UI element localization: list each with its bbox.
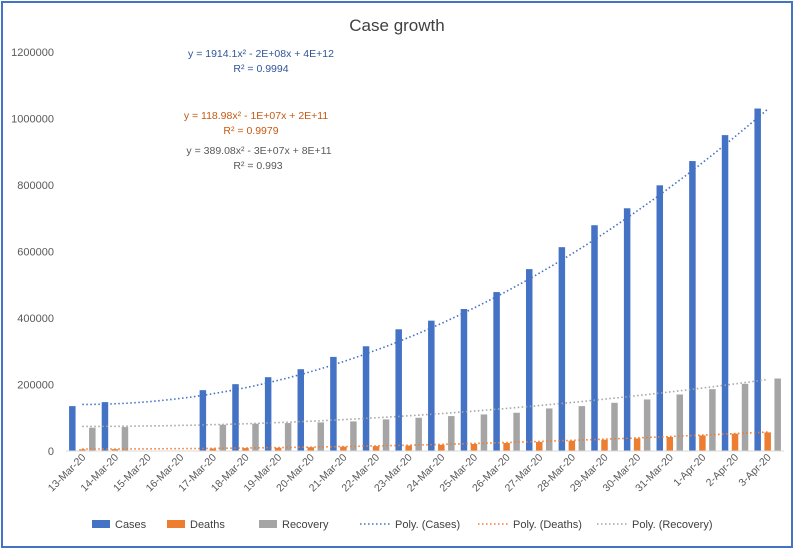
bar-deaths (731, 433, 739, 451)
bar-cases (689, 161, 696, 451)
bar-cases (656, 185, 664, 451)
bar-recovery (480, 414, 488, 451)
bar-deaths (666, 437, 674, 451)
bar-deaths (79, 449, 86, 451)
bar-deaths (111, 449, 119, 451)
trendlines (82, 108, 769, 450)
bar-cases (395, 329, 402, 451)
y-tick-label: 800000 (17, 180, 54, 192)
bar-cases (754, 108, 761, 452)
bar-deaths (535, 441, 543, 451)
bar-recovery (284, 423, 292, 451)
bar-deaths (699, 435, 706, 451)
bar-recovery (741, 383, 749, 451)
bar-deaths (633, 438, 641, 451)
recovery-trend-r2: R² = 0.993 (233, 160, 282, 172)
legend-swatch-recovery (259, 520, 277, 528)
deaths-trend-r2: R² = 0.9979 (223, 125, 278, 137)
bar-deaths (340, 446, 347, 451)
trendline-equations: y = 1914.1x² - 2E+08x + 4E+12 R² = 0.999… (184, 48, 334, 172)
legend-label-trend-2: Poly. (Recovery) (632, 519, 712, 531)
legend: Cases Deaths Recovery Poly. (Cases) Poly. (D… (92, 519, 712, 531)
bar-deaths (601, 439, 608, 451)
y-tick-label: 1200000 (11, 47, 54, 59)
trendline-recovery (82, 378, 768, 428)
y-tick-label: 200000 (17, 380, 54, 392)
bar-deaths (405, 445, 412, 451)
y-tick-label: 400000 (17, 313, 54, 325)
bar-deaths (568, 440, 576, 451)
bar-recovery (611, 402, 618, 451)
recovery-trend-equation: y = 389.08x² - 3E+07x + 8E+11 (186, 145, 331, 157)
bar-recovery (709, 389, 716, 451)
bar-recovery (252, 423, 259, 451)
bar-deaths (242, 448, 249, 451)
bar-cases (591, 225, 598, 451)
legend-label-cases: Cases (115, 519, 147, 531)
bar-cases (460, 309, 468, 451)
bar-deaths (470, 443, 478, 451)
bar-recovery (121, 427, 129, 451)
bar-recovery (448, 416, 455, 451)
bar-recovery (415, 417, 422, 451)
bar-recovery (578, 406, 586, 451)
trendline-cases (82, 108, 769, 406)
bar-recovery (774, 378, 781, 451)
x-axis: 13-Mar-2014-Mar-2015-Mar-2016-Mar-2017-M… (46, 452, 774, 495)
bar-cases (232, 384, 239, 451)
cases-trend-r2: R² = 0.9994 (233, 63, 288, 75)
bar-cases (330, 356, 337, 451)
y-tick-label: 600000 (17, 247, 54, 259)
bar-cases (493, 292, 500, 451)
legend-label-recovery: Recovery (282, 519, 329, 531)
bar-recovery (676, 394, 684, 451)
legend-swatch-cases (92, 520, 110, 528)
bar-recovery (317, 422, 325, 451)
bar-cases (101, 402, 109, 451)
legend-swatch-deaths (167, 520, 185, 528)
bars (69, 108, 781, 452)
bar-cases (199, 390, 207, 451)
bar-recovery (382, 419, 390, 451)
bar-cases (558, 247, 566, 451)
bar-deaths (503, 442, 510, 451)
chart-title: Case growth (349, 16, 444, 35)
legend-label-trend-1: Poly. (Deaths) (513, 519, 582, 531)
bar-deaths (307, 447, 315, 451)
bar-deaths (372, 446, 380, 451)
bar-recovery (643, 399, 651, 451)
bar-cases (623, 208, 631, 451)
y-tick-label: 1000000 (11, 114, 54, 126)
bar-cases (525, 269, 533, 451)
bar-deaths (209, 448, 217, 451)
bar-recovery (89, 427, 96, 451)
x-tick-label: 3-Apr-20 (736, 452, 773, 489)
trendline-deaths (82, 431, 768, 450)
bar-cases (362, 346, 370, 451)
bar-cases (428, 320, 435, 451)
bar-deaths (438, 444, 445, 451)
bar-recovery (545, 408, 553, 451)
legend-label-deaths: Deaths (190, 519, 225, 531)
cases-trend-equation: y = 1914.1x² - 2E+08x + 4E+12 (188, 48, 334, 60)
bar-cases (69, 406, 76, 451)
bar-recovery (350, 421, 357, 451)
x-tick-label: 1-Apr-20 (671, 452, 708, 489)
bar-deaths (764, 432, 771, 451)
legend-label-trend-0: Poly. (Cases) (395, 519, 460, 531)
bar-cases (721, 135, 729, 451)
bar-recovery (219, 424, 227, 451)
bar-cases (297, 369, 305, 451)
bar-deaths (274, 447, 282, 451)
bar-cases (264, 377, 272, 451)
deaths-trend-equation: y = 118.98x² - 1E+07x + 2E+11 (184, 110, 329, 122)
bar-recovery (513, 412, 520, 451)
x-tick-label: 2-Apr-20 (704, 452, 741, 489)
y-tick-label: 0 (48, 446, 54, 458)
y-axis: 0 200000 400000 600000 800000 1000000 1200000 (11, 47, 54, 458)
